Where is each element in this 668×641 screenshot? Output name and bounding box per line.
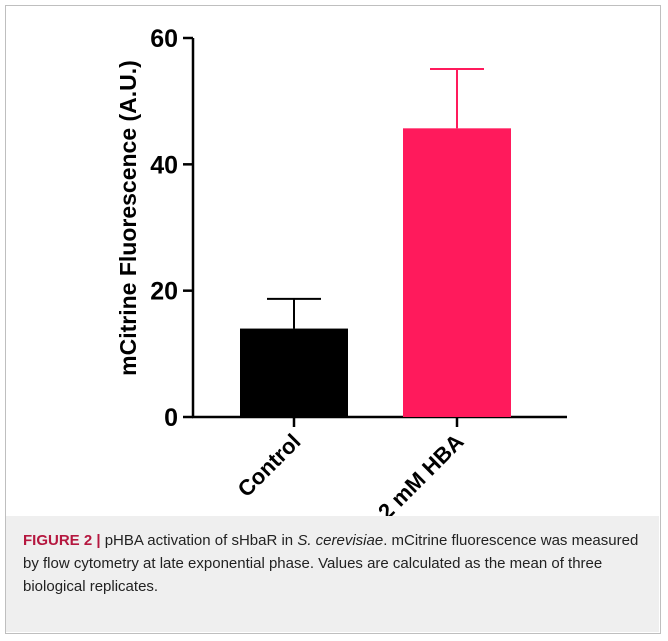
error-bars [267,67,484,329]
x-tick-labels: Control 2 mM HBA [233,417,469,524]
y-axis-label: mCitrine Fluorescence (A.U.) [115,60,141,376]
caption-species: S. cerevisiae [297,532,384,549]
x-tick-label: 2 mM HBA [373,429,469,525]
bars [240,128,511,417]
figure-caption: FIGURE 2 | pHBA activation of sHbaR in S… [23,529,648,598]
bar-2-mm-hba [403,128,511,417]
y-tick-label: 40 [150,151,178,179]
y-tick-label: 0 [164,404,178,432]
bar-chart: 0 20 40 60 Control 2 mM HBA mCitrine Fluores… [115,25,567,524]
bar-control [240,328,348,417]
y-tick-label: 20 [150,278,178,306]
caption-background [6,516,659,632]
x-tick-label: Control [233,429,306,502]
chart-area: 0 20 40 60 Control 2 mM HBA mCitrine Fluores… [6,6,662,526]
figure-frame: 0 20 40 60 Control 2 mM HBA mCitrine Fluores… [5,5,661,634]
y-ticks: 0 20 40 60 [150,25,193,432]
caption-text-start: pHBA activation of sHbaR in [100,532,298,549]
y-tick-label: 60 [150,25,178,53]
caption-text-end: . mCitrine fluorescence was measured by … [23,532,639,595]
caption-label: FIGURE 2 | [23,532,101,549]
